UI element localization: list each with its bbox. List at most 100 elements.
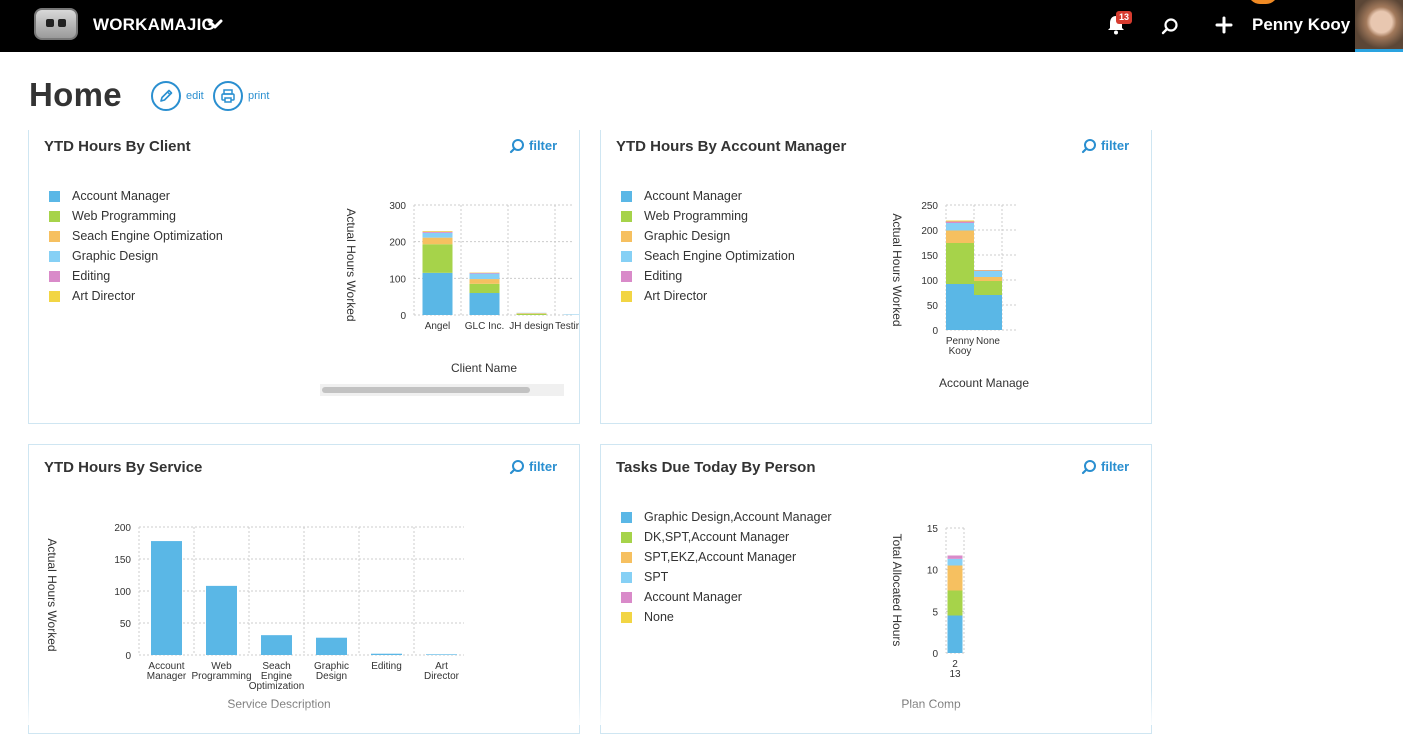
y-tick-label: 200	[389, 238, 406, 249]
y-tick-label: 10	[927, 566, 939, 577]
panel-ytd-hours-by-client: YTD Hours By Client filter Account Manag…	[28, 130, 580, 424]
edit-button[interactable]	[151, 81, 181, 111]
filter-button[interactable]: filter	[529, 459, 557, 474]
print-button[interactable]	[213, 81, 243, 111]
y-tick-label: 150	[921, 251, 938, 262]
legend-label: DK,SPT,Account Manager	[644, 530, 789, 544]
workamajig-logo[interactable]	[34, 8, 78, 40]
bar-segment	[470, 284, 500, 293]
legend-item[interactable]: Art Director	[49, 286, 223, 306]
legend: Graphic Design,Account Manager DK,SPT,Acc…	[621, 507, 832, 627]
avatar[interactable]	[1355, 0, 1403, 49]
y-tick-label: 150	[114, 555, 131, 566]
bar-segment	[946, 222, 974, 224]
legend-label: Account Manager	[72, 189, 170, 203]
x-tick-label: JH design	[509, 321, 553, 332]
legend-item[interactable]: Editing	[621, 266, 795, 286]
legend-swatch	[49, 251, 60, 262]
legend-item[interactable]: DK,SPT,Account Manager	[621, 527, 832, 547]
y-tick-label: 200	[114, 523, 131, 534]
legend-swatch	[49, 291, 60, 302]
legend-label: Web Programming	[72, 209, 176, 223]
legend-item[interactable]: Graphic Design	[49, 246, 223, 266]
notification-badge[interactable]: 13	[1116, 11, 1132, 24]
legend-swatch	[621, 552, 632, 563]
legend-item[interactable]: Seach Engine Optimization	[49, 226, 223, 246]
legend-swatch	[49, 191, 60, 202]
legend-item[interactable]: Web Programming	[49, 206, 223, 226]
legend-swatch	[621, 251, 632, 262]
legend-item[interactable]: None	[621, 607, 832, 627]
legend-item[interactable]: Art Director	[621, 286, 795, 306]
legend-swatch	[621, 211, 632, 222]
bar-segment	[470, 273, 500, 274]
legend-label: Seach Engine Optimization	[644, 249, 795, 263]
legend-item[interactable]: Account Manager	[621, 587, 832, 607]
legend-label: Editing	[72, 269, 110, 283]
filter-label[interactable]: filter	[529, 138, 557, 153]
scrollbar-thumb[interactable]	[322, 387, 530, 393]
edit-label[interactable]: edit	[186, 90, 204, 102]
bar-segment	[423, 233, 453, 238]
legend-item[interactable]: SPT,EKZ,Account Manager	[621, 547, 832, 567]
legend-item[interactable]: Web Programming	[621, 206, 795, 226]
legend-item[interactable]: SPT	[621, 567, 832, 587]
bar-segment	[974, 295, 1002, 330]
legend-item[interactable]: Seach Engine Optimization	[621, 246, 795, 266]
horizontal-scrollbar[interactable]	[320, 384, 564, 396]
legend-label: None	[644, 610, 674, 624]
bar	[206, 586, 237, 655]
legend-item[interactable]: Account Manager	[49, 186, 223, 206]
legend-label: Editing	[644, 269, 682, 283]
print-label[interactable]: print	[248, 90, 269, 102]
filter-button[interactable]: filter	[1101, 459, 1129, 474]
brand-name[interactable]: WORKAMAJIG	[93, 15, 215, 35]
bar-segment	[946, 243, 974, 284]
bar-segment	[948, 616, 963, 654]
bar	[261, 635, 292, 655]
legend-swatch	[621, 532, 632, 543]
bar-segment	[517, 314, 547, 315]
bar-segment	[948, 556, 963, 559]
panel-title: Tasks Due Today By Person	[616, 459, 816, 476]
legend-label: Web Programming	[644, 209, 748, 223]
filter-label[interactable]: filter	[1101, 459, 1129, 474]
user-name[interactable]: Penny Kooy	[1252, 15, 1350, 35]
x-tick-label: Editing	[371, 661, 402, 672]
legend-item[interactable]: Graphic Design,Account Manager	[621, 507, 832, 527]
bar-segment	[470, 274, 500, 280]
x-axis-label: Client Name	[451, 361, 517, 375]
legend-item[interactable]: Account Manager	[621, 186, 795, 206]
legend-label: Graphic Design,Account Manager	[644, 510, 832, 524]
legend-item[interactable]: Editing	[49, 266, 223, 286]
bar-segment	[948, 591, 963, 616]
bar-segment	[974, 271, 1002, 277]
bar	[316, 638, 347, 655]
filter-button[interactable]: filter	[1101, 138, 1129, 153]
bar-segment	[470, 293, 500, 315]
legend-item[interactable]: Graphic Design	[621, 226, 795, 246]
bar-segment	[974, 281, 1002, 295]
chevron-down-icon[interactable]	[207, 14, 223, 34]
y-tick-label: 0	[400, 311, 406, 322]
search-icon[interactable]	[1160, 16, 1180, 36]
bar	[371, 654, 402, 655]
legend-swatch	[621, 592, 632, 603]
legend-label: Account Manager	[644, 189, 742, 203]
filter-label[interactable]: filter	[1101, 138, 1129, 153]
filter-button[interactable]: filter	[529, 138, 557, 153]
y-tick-label: 100	[389, 274, 406, 285]
y-axis-label: Total Allocated Hours	[890, 534, 904, 647]
legend-swatch	[49, 271, 60, 282]
filter-label[interactable]: filter	[529, 459, 557, 474]
legend-swatch	[49, 231, 60, 242]
pencil-icon	[158, 88, 174, 104]
bar-segment	[946, 221, 974, 222]
bar-segment	[423, 238, 453, 245]
bar-segment	[423, 244, 453, 273]
plus-icon[interactable]	[1214, 14, 1234, 36]
